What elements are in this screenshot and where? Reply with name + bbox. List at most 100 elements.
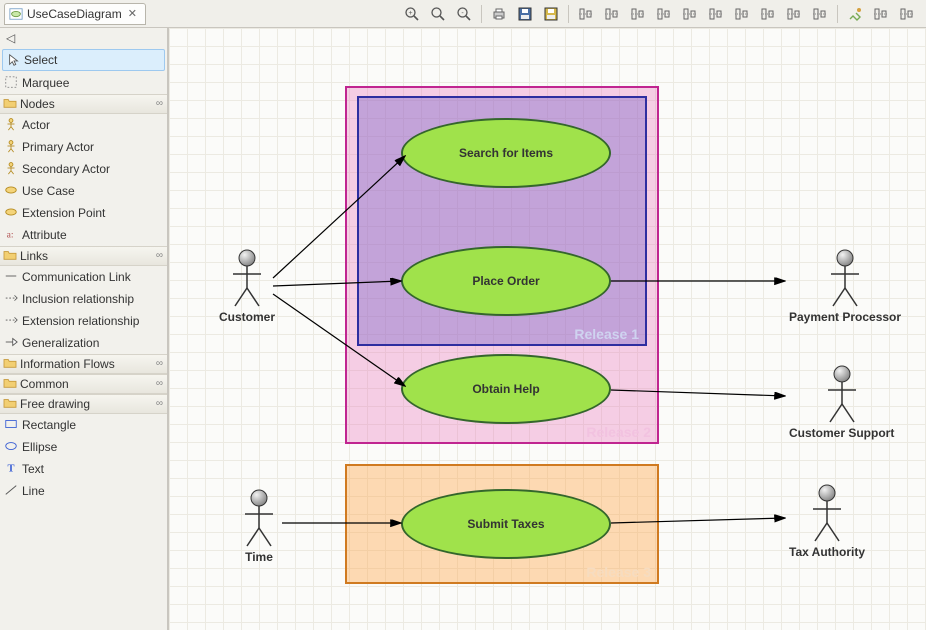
palette-entry-marquee[interactable]: Marquee <box>0 72 167 94</box>
pin-icon[interactable]: ∞ <box>156 98 163 109</box>
palette-entry-label: Primary Actor <box>22 139 94 155</box>
secondary-actor-icon <box>4 161 18 175</box>
palette-entry-extension-relationship[interactable]: Extension relationship <box>0 310 167 332</box>
pin-icon[interactable]: ∞ <box>156 250 163 261</box>
cursor-icon <box>7 53 21 67</box>
svg-text:-: - <box>461 9 464 16</box>
actor-customer[interactable]: Customer <box>219 248 275 324</box>
drawer-free-drawing[interactable]: Free drawing ∞ <box>0 394 167 414</box>
palette-entry-generalization[interactable]: Generalization <box>0 332 167 354</box>
pin-icon[interactable]: ∞ <box>156 378 163 389</box>
usecase-search[interactable]: Search for Items <box>401 118 611 188</box>
palette-entry-actor[interactable]: Actor <box>0 114 167 136</box>
actor-taxauth[interactable]: Tax Authority <box>789 483 865 559</box>
palette-entry-primary-actor[interactable]: Primary Actor <box>0 136 167 158</box>
align-top-icon[interactable] <box>601 3 623 25</box>
options-icon[interactable] <box>870 3 892 25</box>
arrange-icon[interactable] <box>575 3 597 25</box>
actor-icon <box>4 117 18 131</box>
print-icon[interactable] <box>488 3 510 25</box>
palette-entry-select[interactable]: Select <box>2 49 165 71</box>
align-left-icon[interactable] <box>627 3 649 25</box>
palette-entry-label: Use Case <box>22 183 75 199</box>
distribute-h-icon[interactable] <box>757 3 779 25</box>
drawer-links[interactable]: Links ∞ <box>0 246 167 266</box>
zoom-out-icon[interactable]: - <box>453 3 475 25</box>
drawer-nodes[interactable]: Nodes∞ <box>0 94 167 114</box>
usecase-taxes[interactable]: Submit Taxes <box>401 489 611 559</box>
svg-text:a:: a: <box>7 230 14 241</box>
save-as-icon[interactable] <box>540 3 562 25</box>
palette-entry-label: Inclusion relationship <box>22 291 134 307</box>
palette-entry-label: Select <box>24 52 57 68</box>
palette-entry-rectangle[interactable]: Rectangle <box>0 414 167 436</box>
text-icon: T <box>4 461 18 475</box>
release-label: Release 1 <box>574 326 639 342</box>
usecase-place[interactable]: Place Order <box>401 246 611 316</box>
palette-entry-label: Ellipse <box>22 439 57 455</box>
palette-entry-label: Actor <box>22 117 50 133</box>
svg-text:T: T <box>8 464 15 475</box>
pin-icon[interactable]: ∞ <box>156 358 163 369</box>
actor-label: Payment Processor <box>789 310 901 324</box>
palette: ◁ Select Marquee Nodes∞ Actor Primary Actor S… <box>0 28 168 630</box>
match-size-icon[interactable] <box>809 3 831 25</box>
usecase-help[interactable]: Obtain Help <box>401 354 611 424</box>
release-label: Release 2 <box>586 424 651 440</box>
zoom-reset-icon[interactable] <box>427 3 449 25</box>
actor-payproc[interactable]: Payment Processor <box>789 248 901 324</box>
options2-icon[interactable] <box>896 3 918 25</box>
usecase-label: Submit Taxes <box>467 517 544 531</box>
palette-entry-label: Extension relationship <box>22 313 139 329</box>
palette-entry-extension-point[interactable]: Extension Point <box>0 202 167 224</box>
marquee-icon <box>4 75 18 89</box>
align-middle-icon[interactable] <box>653 3 675 25</box>
pin-icon[interactable]: ∞ <box>156 398 163 409</box>
drawer-title: Common <box>20 377 69 391</box>
usecase-label: Search for Items <box>459 146 553 160</box>
palette-nav[interactable]: ◁ <box>0 28 167 48</box>
palette-entry-label: Communication Link <box>22 269 131 285</box>
close-icon[interactable]: ✕ <box>126 7 139 20</box>
palette-entry-label: Extension Point <box>22 205 105 221</box>
svg-text:+: + <box>408 9 412 16</box>
palette-entry-line[interactable]: Line <box>0 480 167 502</box>
actor-time[interactable]: Time <box>239 488 279 564</box>
palette-entry-communication-link[interactable]: Communication Link <box>0 266 167 288</box>
actor-support[interactable]: Customer Support <box>789 364 894 440</box>
align-right-icon[interactable] <box>705 3 727 25</box>
drawer-title: Free drawing <box>20 397 90 411</box>
toolbar: +- <box>401 3 922 25</box>
align-bottom-icon[interactable] <box>679 3 701 25</box>
palette-entry-use-case[interactable]: Use Case <box>0 180 167 202</box>
inclusion-icon <box>4 291 18 305</box>
drawer-information-flows[interactable]: Information Flows ∞ <box>0 354 167 374</box>
align-center-icon[interactable] <box>731 3 753 25</box>
drawer-title: Information Flows <box>20 357 115 371</box>
tab-title: UseCaseDiagram <box>27 7 122 21</box>
usecase-label: Obtain Help <box>472 382 539 396</box>
drawer-common[interactable]: Common ∞ <box>0 374 167 394</box>
palette-entry-attribute[interactable]: a:Attribute <box>0 224 167 246</box>
zoom-in-icon[interactable]: + <box>401 3 423 25</box>
primary-actor-icon <box>4 139 18 153</box>
save-icon[interactable] <box>514 3 536 25</box>
palette-entry-label: Line <box>22 483 45 499</box>
palette-entry-label: Marquee <box>22 75 69 91</box>
line-icon <box>4 483 18 497</box>
extension-rel-icon <box>4 313 18 327</box>
usecase-icon <box>4 183 18 197</box>
paint-icon[interactable] <box>844 3 866 25</box>
drawer-title: Links <box>20 249 48 263</box>
palette-entry-inclusion-relationship[interactable]: Inclusion relationship <box>0 288 167 310</box>
top-bar: UseCaseDiagram ✕ +- <box>0 0 926 28</box>
palette-entry-secondary-actor[interactable]: Secondary Actor <box>0 158 167 180</box>
ellipse-icon <box>4 439 18 453</box>
editor-tab[interactable]: UseCaseDiagram ✕ <box>4 3 146 25</box>
usecase-label: Place Order <box>472 274 539 288</box>
distribute-v-icon[interactable] <box>783 3 805 25</box>
palette-entry-ellipse[interactable]: Ellipse <box>0 436 167 458</box>
generalization-icon <box>4 335 18 349</box>
palette-entry-text[interactable]: TText <box>0 458 167 480</box>
canvas[interactable]: Release 2Release 1Release 3Search for It… <box>168 28 926 630</box>
